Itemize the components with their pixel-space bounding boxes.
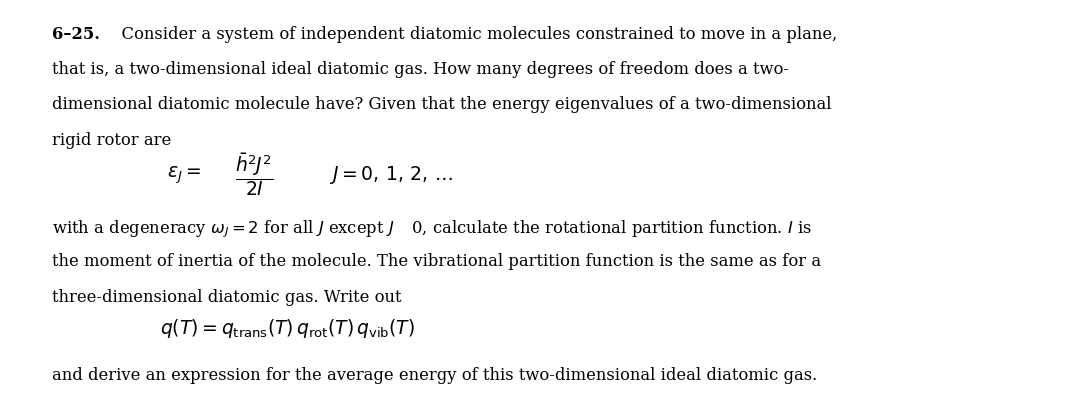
Text: 6–25.: 6–25. (52, 26, 99, 42)
Text: $\dfrac{\bar{h}^2 J^2}{2I}$: $\dfrac{\bar{h}^2 J^2}{2I}$ (235, 152, 274, 198)
Text: Consider a system of independent diatomic molecules constrained to move in a pla: Consider a system of independent diatomi… (111, 26, 837, 42)
Text: dimensional diatomic molecule have? Given that the energy eigenvalues of a two-d: dimensional diatomic molecule have? Give… (52, 96, 832, 113)
Text: the moment of inertia of the molecule. The vibrational partition function is the: the moment of inertia of the molecule. T… (52, 253, 821, 270)
Text: rigid rotor are: rigid rotor are (52, 132, 171, 149)
Text: three-dimensional diatomic gas. Write out: three-dimensional diatomic gas. Write ou… (52, 289, 402, 306)
Text: $q(T) = q_{\rm trans}(T)\,q_{\rm rot}(T)\,q_{\rm vib}(T)$: $q(T) = q_{\rm trans}(T)\,q_{\rm rot}(T)… (160, 318, 415, 340)
Text: that is, a two-dimensional ideal diatomic gas. How many degrees of freedom does : that is, a two-dimensional ideal diatomi… (52, 61, 788, 78)
Text: with a degeneracy $\omega_J = 2$ for all $J$ except $J\;\;\;$ 0, calculate the r: with a degeneracy $\omega_J = 2$ for all… (52, 218, 812, 240)
Text: and derive an expression for the average energy of this two-dimensional ideal di: and derive an expression for the average… (52, 367, 818, 384)
Text: $\varepsilon_J =$: $\varepsilon_J =$ (167, 164, 201, 185)
Text: $J = 0,\, 1,\, 2,\, \ldots$: $J = 0,\, 1,\, 2,\, \ldots$ (329, 164, 454, 186)
